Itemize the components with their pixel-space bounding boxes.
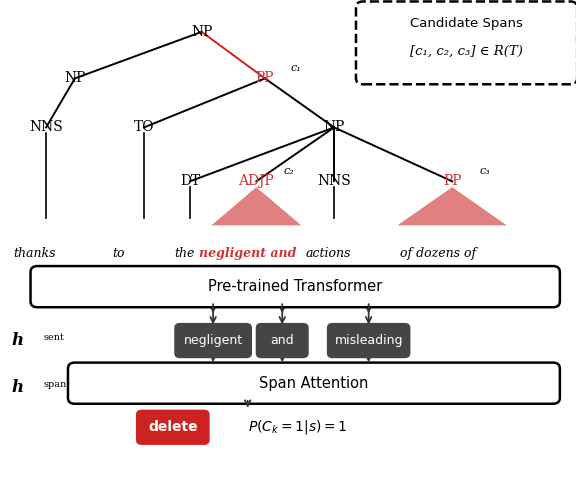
Text: sent: sent <box>43 333 64 342</box>
Polygon shape <box>211 187 301 225</box>
Text: span: span <box>43 380 66 389</box>
Text: Pre-trained Transformer: Pre-trained Transformer <box>208 279 382 294</box>
Text: c₁: c₁ <box>291 63 302 73</box>
Text: negligent: negligent <box>184 334 242 347</box>
FancyBboxPatch shape <box>174 323 252 358</box>
Text: h: h <box>11 332 24 349</box>
Text: Span Attention: Span Attention <box>259 376 369 391</box>
FancyBboxPatch shape <box>356 1 576 84</box>
Text: TO: TO <box>134 121 154 134</box>
Text: delete: delete <box>148 420 198 434</box>
Text: DT: DT <box>180 174 200 188</box>
Text: $P(C_k = 1|s) = 1$: $P(C_k = 1|s) = 1$ <box>248 418 347 436</box>
Text: [c₁, c₂, c₃] ∈ R(T): [c₁, c₂, c₃] ∈ R(T) <box>410 45 523 58</box>
Text: and: and <box>270 334 294 347</box>
Text: NP: NP <box>191 25 213 39</box>
Text: c₃: c₃ <box>480 166 491 175</box>
Text: c₂: c₂ <box>284 166 295 175</box>
FancyBboxPatch shape <box>256 323 309 358</box>
Text: NP: NP <box>64 72 86 85</box>
Text: NP: NP <box>323 121 345 134</box>
FancyBboxPatch shape <box>327 323 410 358</box>
FancyBboxPatch shape <box>31 266 560 307</box>
Text: thanks: thanks <box>13 247 56 261</box>
Text: ADJP: ADJP <box>238 174 274 188</box>
Text: h: h <box>11 379 24 395</box>
Text: Candidate Spans: Candidate Spans <box>410 17 523 30</box>
FancyBboxPatch shape <box>136 410 210 445</box>
Text: the: the <box>174 247 195 261</box>
Text: to: to <box>112 247 124 261</box>
Text: of dozens of: of dozens of <box>400 247 476 261</box>
Text: negligent and: negligent and <box>199 247 297 261</box>
Text: NNS: NNS <box>29 121 63 134</box>
FancyBboxPatch shape <box>68 363 560 404</box>
Text: NNS: NNS <box>317 174 351 188</box>
Text: California wineries: California wineries <box>377 268 498 281</box>
Text: actions: actions <box>306 247 351 261</box>
Text: misleading: misleading <box>335 334 403 347</box>
Text: PP: PP <box>256 72 274 85</box>
Polygon shape <box>397 187 507 225</box>
Text: misleading: misleading <box>209 268 286 281</box>
Text: PP: PP <box>443 174 461 188</box>
